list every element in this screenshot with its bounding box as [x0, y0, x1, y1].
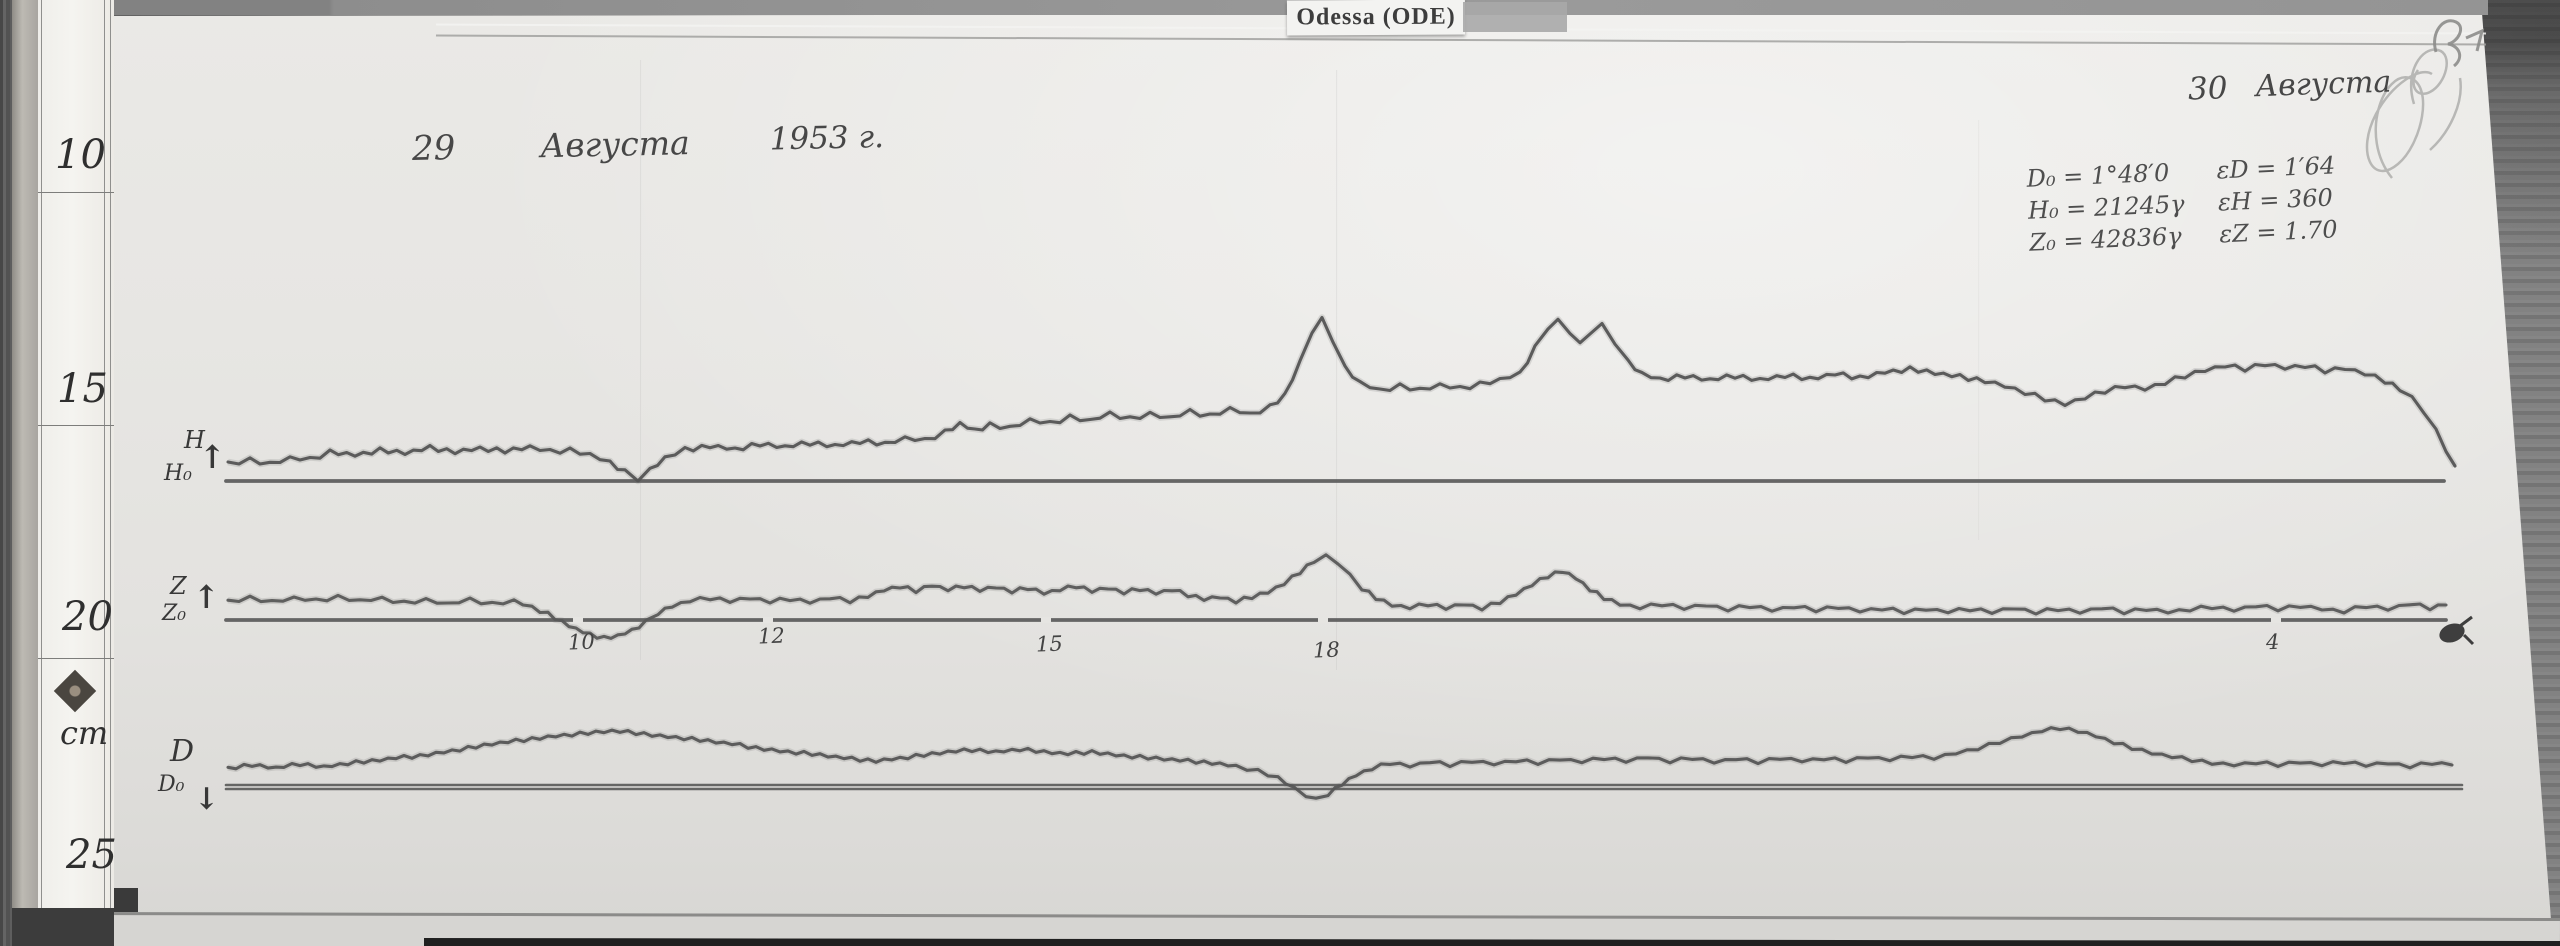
date-day: 29 — [411, 128, 456, 169]
baseline-label-D0: D₀ — [158, 772, 185, 797]
ruler-bevel — [12, 0, 38, 946]
trace-label-D: D — [170, 734, 195, 769]
paper-crease — [1336, 70, 1338, 670]
baseline-values-block: D₀ = 1°48′0 εD = 1′64 H₀ = 21245γ εH = 3… — [2026, 151, 2339, 260]
hour-tick-label: 12 — [757, 623, 786, 649]
ruler-end-shadow — [12, 908, 114, 946]
ruler-mark-10: 10 — [55, 132, 106, 178]
up-arrow-icon: ↑ — [199, 438, 226, 476]
scale-value: εZ = 1.70 — [2218, 215, 2339, 249]
paper-crease — [640, 60, 642, 660]
baseline-value: H₀ = 21245γ — [2027, 189, 2186, 225]
ink-blot-tail — [2459, 615, 2475, 646]
ruler-unit-cm: cm — [60, 714, 109, 752]
baseline-label-Z0: Z₀ — [162, 601, 187, 626]
ruler-face: 10 15 20 cm 25 — [38, 0, 117, 908]
station-label-text: Odessa (ODE) — [1296, 3, 1456, 31]
ruler-mark-25: 25 — [66, 832, 117, 878]
scale-value: εH = 360 — [2217, 183, 2334, 217]
trace-label-H: H — [184, 426, 205, 454]
baseline-label-H0: H₀ — [164, 461, 193, 486]
hour-tick-label: 18 — [1312, 637, 1341, 663]
paper-crease — [1978, 120, 1980, 540]
date-annotation-next: 30 Августа — [2187, 64, 2391, 107]
ruler-divider — [38, 425, 114, 426]
station-label: Odessa (ODE) — [1286, 0, 1466, 36]
maker-diamond-logo — [53, 669, 97, 713]
date-day: 30 — [2187, 70, 2229, 108]
hour-tick-label: 10 — [567, 629, 596, 655]
cm-ruler: 10 15 20 cm 25 — [12, 0, 117, 946]
date-month: Августа — [539, 123, 691, 166]
ruler-mark-15: 15 — [57, 366, 108, 412]
up-arrow-icon: ↑ — [193, 578, 220, 616]
ruler-divider — [38, 192, 114, 193]
trace-label-Z: Z — [170, 572, 187, 600]
date-year: 1953 г. — [769, 119, 885, 158]
ruler-divider — [38, 658, 114, 659]
pencil-scribble — [2365, 48, 2462, 179]
date-month: Августа — [2254, 64, 2392, 105]
ruler-border-line — [110, 0, 111, 908]
tape-piece — [1463, 2, 1567, 32]
pencil-marks — [2433, 19, 2485, 68]
baseline-value: Z₀ = 42836γ — [2028, 222, 2183, 257]
ink-blot — [2439, 623, 2465, 643]
hour-tick-label: 4 — [2265, 629, 2280, 655]
ruler-mark-20: 20 — [62, 594, 113, 640]
scale-value: εD = 1′64 — [2215, 151, 2336, 185]
hour-tick-label: 15 — [1035, 631, 1064, 657]
ruler-border-line — [104, 0, 105, 908]
down-arrow-icon: ↓ — [194, 782, 220, 817]
ruler-border-line — [41, 0, 42, 908]
